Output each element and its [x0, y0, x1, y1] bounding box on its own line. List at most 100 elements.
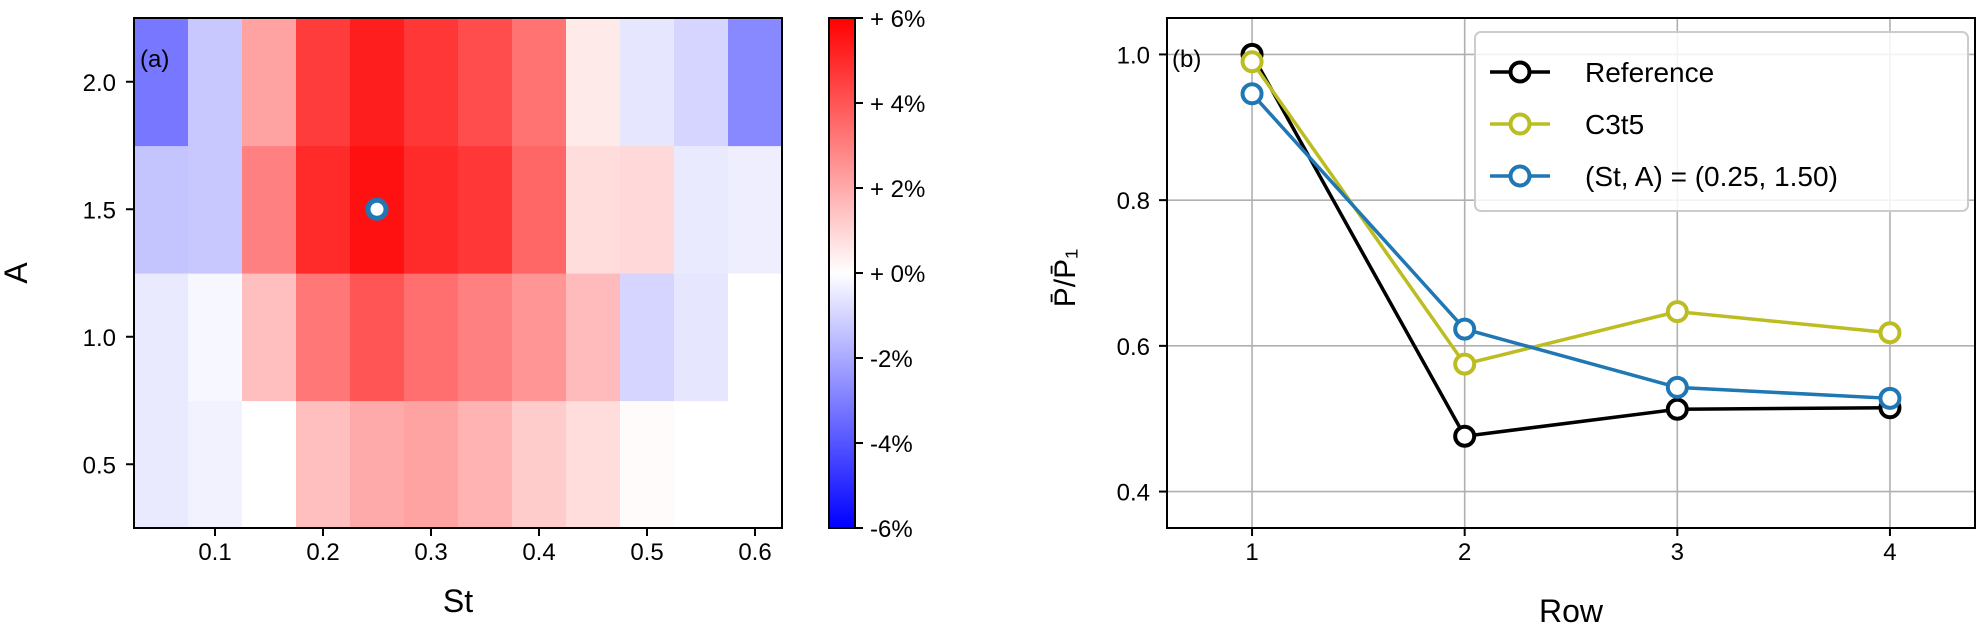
- legend-frame: [1474, 31, 1969, 212]
- legend-label: (St, A) = (0.25, 1.50): [1585, 161, 1838, 192]
- colorbar-tick-label: -2%: [870, 346, 913, 373]
- heatmap-x-axis-label: St: [443, 583, 473, 619]
- x-tick-label: 0.4: [522, 539, 555, 566]
- series-point: [1878, 386, 1902, 410]
- heatmap-cell: [512, 18, 567, 147]
- colorbar-tick-label: + 4%: [870, 91, 925, 118]
- line-chart-x-axis-label: Row: [1539, 593, 1604, 629]
- line-chart-frame: [1166, 17, 1976, 529]
- heatmap-cell: [296, 18, 351, 147]
- heatmap-cell: [674, 273, 729, 402]
- heatmap-cell: [620, 400, 675, 529]
- y-tick-label: 0.5: [83, 452, 116, 479]
- colorbar-tick-label: + 0%: [870, 261, 925, 288]
- series-point: [1665, 300, 1689, 324]
- heatmap-cell: [728, 273, 783, 402]
- line-chart-panel-label: (b): [1172, 46, 1201, 73]
- heatmap-cell: [728, 18, 783, 147]
- colorbar-tick-label: + 6%: [870, 6, 925, 33]
- x-tick-label: 4: [1883, 539, 1896, 566]
- heatmap-cell: [296, 145, 351, 274]
- heatmap-cell: [458, 273, 513, 402]
- heatmap-cell: [404, 145, 459, 274]
- x-tick-label: 0.1: [198, 539, 231, 566]
- heatmap-cell: [566, 145, 621, 274]
- legend-label: C3t5: [1585, 109, 1644, 140]
- line-chart-y-axis-label: P̄/P̄₁: [1049, 249, 1082, 307]
- panel-b-line-chart: 1 2 3 4 0.4 0.6 0.8 1.0 (b) Row P̄/P̄₁ Referen…: [1049, 17, 1976, 629]
- heatmap-cell: [134, 273, 189, 402]
- heatmap-cell: [350, 18, 405, 147]
- heatmap-y-axis-label: A: [0, 262, 34, 284]
- heatmap-cell: [620, 273, 675, 402]
- y-tick-label: 1.0: [83, 325, 116, 352]
- series-point: [1878, 321, 1902, 345]
- heatmap-cell: [188, 145, 243, 274]
- series-point: [1453, 317, 1477, 341]
- heatmap-cell: [134, 145, 189, 274]
- x-tick-label: 0.2: [306, 539, 339, 566]
- x-tick-label: 0.6: [738, 539, 771, 566]
- colorbar-tick-label: + 2%: [870, 176, 925, 203]
- x-tick-label: 2: [1458, 539, 1471, 566]
- legend-marker: [1508, 164, 1532, 188]
- line-chart-y-ticks: 0.4 0.6 0.8 1.0: [1117, 42, 1167, 507]
- heatmap-cell: [458, 145, 513, 274]
- colorbar-tick-label: -6%: [870, 516, 913, 543]
- y-tick-label: 2.0: [83, 70, 116, 97]
- x-tick-label: 1: [1245, 539, 1258, 566]
- y-tick-label: 0.6: [1117, 334, 1150, 361]
- legend-label: Reference: [1585, 57, 1714, 88]
- heatmap-cell: [242, 400, 297, 529]
- y-tick-label: 1.0: [1117, 42, 1150, 69]
- heatmap-cell: [512, 400, 567, 529]
- x-tick-label: 0.3: [414, 539, 447, 566]
- heatmap-cell: [512, 145, 567, 274]
- line-chart-y-axis-label-group: P̄/P̄₁: [1049, 249, 1082, 307]
- heatmap-y-ticks: 0.5 1.0 1.5 2.0: [83, 70, 134, 479]
- colorbar-tick-label: -4%: [870, 431, 913, 458]
- heatmap-cell: [350, 273, 405, 402]
- heatmap-cell: [620, 145, 675, 274]
- heatmap-cell: [188, 400, 243, 529]
- series-line: [1250, 53, 1890, 439]
- series-line: [1250, 92, 1891, 401]
- series-point: [1240, 82, 1264, 106]
- colorbar-ticks: + 6% + 4% + 2% + 0% -2% -4% -6%: [855, 6, 925, 543]
- series-point: [1665, 375, 1689, 399]
- heatmap-cell: [350, 400, 405, 529]
- heatmap-cell: [404, 273, 459, 402]
- heatmap-cell: [728, 145, 783, 274]
- heatmap-cell: [296, 400, 351, 529]
- heatmap-cell: [404, 18, 459, 147]
- heatmap-cell: [620, 18, 675, 147]
- series-point: [1240, 50, 1264, 74]
- heatmap-cell: [512, 273, 567, 402]
- colorbar-gradient: [828, 17, 856, 529]
- heatmap-cell: [242, 145, 297, 274]
- heatmap-cell: [566, 18, 621, 147]
- heatmap-cell: [674, 400, 729, 529]
- heatmap-cell: [134, 400, 189, 529]
- legend-marker: [1508, 112, 1532, 136]
- series-point: [1665, 397, 1689, 421]
- heatmap-cell: [188, 273, 243, 402]
- heatmap-cell: [458, 18, 513, 147]
- heatmap-cell: [188, 18, 243, 147]
- heatmap-cells: [134, 18, 783, 529]
- heatmap-cell: [242, 18, 297, 147]
- heatmap-cell: [134, 18, 189, 147]
- line-chart-x-ticks: 1 2 3 4: [1245, 528, 1897, 566]
- heatmap-marker-group: [365, 197, 389, 221]
- x-tick-label: 0.5: [630, 539, 663, 566]
- heatmap-cell: [404, 400, 459, 529]
- heatmap-cell: [458, 400, 513, 529]
- line-chart-legend: Reference C3t5 (St, A) = (0.25, 1.50): [1474, 31, 1969, 212]
- y-tick-label: 1.5: [83, 197, 116, 224]
- line-chart-series: [1240, 42, 1902, 448]
- series-point: [1453, 352, 1477, 376]
- heatmap-panel-label: (a): [140, 46, 169, 73]
- heatmap-cell: [674, 145, 729, 274]
- heatmap-cell: [566, 273, 621, 402]
- y-tick-label: 0.4: [1117, 480, 1150, 507]
